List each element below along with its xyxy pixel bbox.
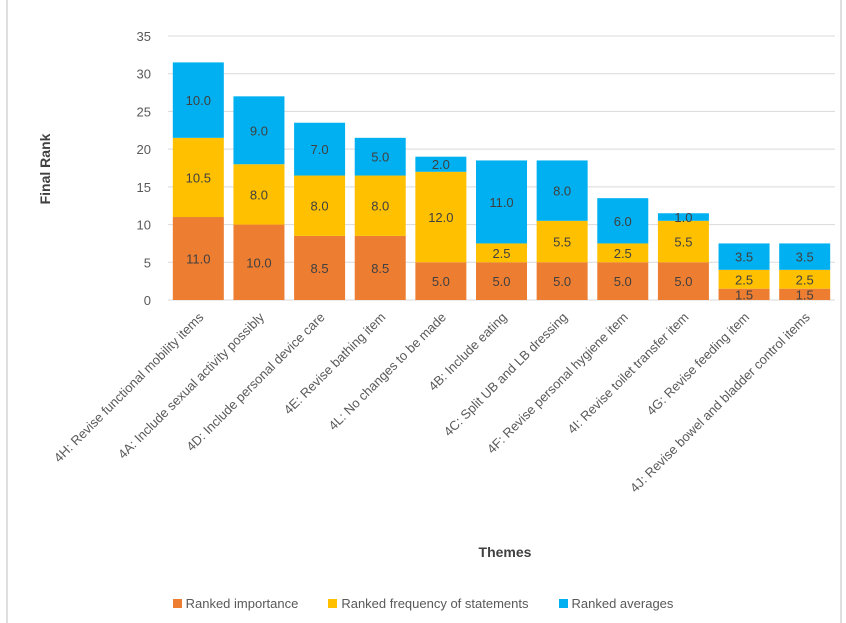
y-tick-label: 25: [137, 104, 151, 119]
data-label: 1.0: [674, 210, 692, 225]
legend-swatch-ranked-importance: [173, 599, 182, 608]
legend-item-ranked-frequency: Ranked frequency of statements: [328, 596, 528, 611]
y-tick-label: 5: [144, 255, 151, 270]
data-label: 9.0: [250, 123, 268, 138]
x-axis-ticks: 4H: Revise functional mobility items4A: …: [51, 309, 813, 495]
data-label: 10.0: [186, 93, 211, 108]
data-label: 3.5: [796, 250, 814, 265]
data-label: 11.0: [186, 252, 210, 267]
data-label: 5.0: [432, 274, 450, 289]
data-label: 2.0: [432, 157, 450, 172]
y-axis-ticks: 0 5 10 15 20 25 30 35: [137, 29, 151, 308]
data-label: 6.0: [614, 214, 632, 229]
legend-item-ranked-importance: Ranked importance: [173, 596, 299, 611]
legend-item-ranked-averages: Ranked averages: [559, 596, 674, 611]
data-label: 2.5: [492, 246, 510, 261]
data-label: 10.5: [186, 170, 211, 185]
data-label: 8.0: [371, 199, 389, 214]
data-label: 5.5: [553, 235, 571, 250]
y-tick-label: 0: [144, 293, 151, 308]
y-tick-label: 10: [137, 218, 151, 233]
legend: Ranked importance Ranked frequency of st…: [0, 596, 846, 611]
data-label: 12.0: [428, 210, 453, 225]
x-tick-label: 4E: Revise bathing item: [281, 310, 389, 418]
data-label: 2.5: [614, 246, 632, 261]
data-label: 11.0: [489, 195, 513, 210]
x-tick-label: 4L: No changes to be made: [325, 310, 449, 434]
data-label: 8.0: [250, 187, 268, 202]
legend-swatch-ranked-frequency: [328, 599, 337, 608]
x-tick-label: 4G: Revise feeding item: [643, 310, 752, 419]
data-label: 8.0: [553, 184, 571, 199]
data-label: 7.0: [311, 142, 329, 157]
data-label: 5.0: [553, 274, 571, 289]
x-tick-label: 4C: Split UB and LB dressing: [441, 310, 571, 440]
legend-label-ranked-importance: Ranked importance: [186, 596, 299, 611]
y-tick-label: 30: [137, 67, 151, 82]
data-label: 2.5: [735, 272, 753, 287]
legend-label-ranked-frequency: Ranked frequency of statements: [341, 596, 528, 611]
data-label: 10.0: [246, 255, 271, 270]
data-label: 8.5: [311, 261, 329, 276]
data-label: 1.5: [735, 287, 753, 302]
data-label: 5.0: [674, 274, 692, 289]
y-axis-title: Final Rank: [37, 133, 53, 204]
y-tick-label: 20: [137, 142, 151, 157]
data-label: 5.0: [371, 150, 389, 165]
x-tick-label: 4I: Revise toilet transfer item: [564, 310, 691, 437]
legend-label-ranked-averages: Ranked averages: [572, 596, 674, 611]
x-axis-title: Themes: [479, 544, 532, 560]
legend-swatch-ranked-averages: [559, 599, 568, 608]
data-label: 8.0: [311, 199, 329, 214]
y-tick-label: 15: [137, 180, 151, 195]
data-label: 8.5: [371, 261, 389, 276]
data-label: 3.5: [735, 250, 753, 265]
y-tick-label: 35: [137, 29, 151, 44]
data-label: 5.0: [492, 274, 510, 289]
data-label: 5.5: [674, 235, 692, 250]
data-label: 1.5: [796, 287, 814, 302]
data-label: 2.5: [796, 272, 814, 287]
data-label: 5.0: [614, 274, 632, 289]
